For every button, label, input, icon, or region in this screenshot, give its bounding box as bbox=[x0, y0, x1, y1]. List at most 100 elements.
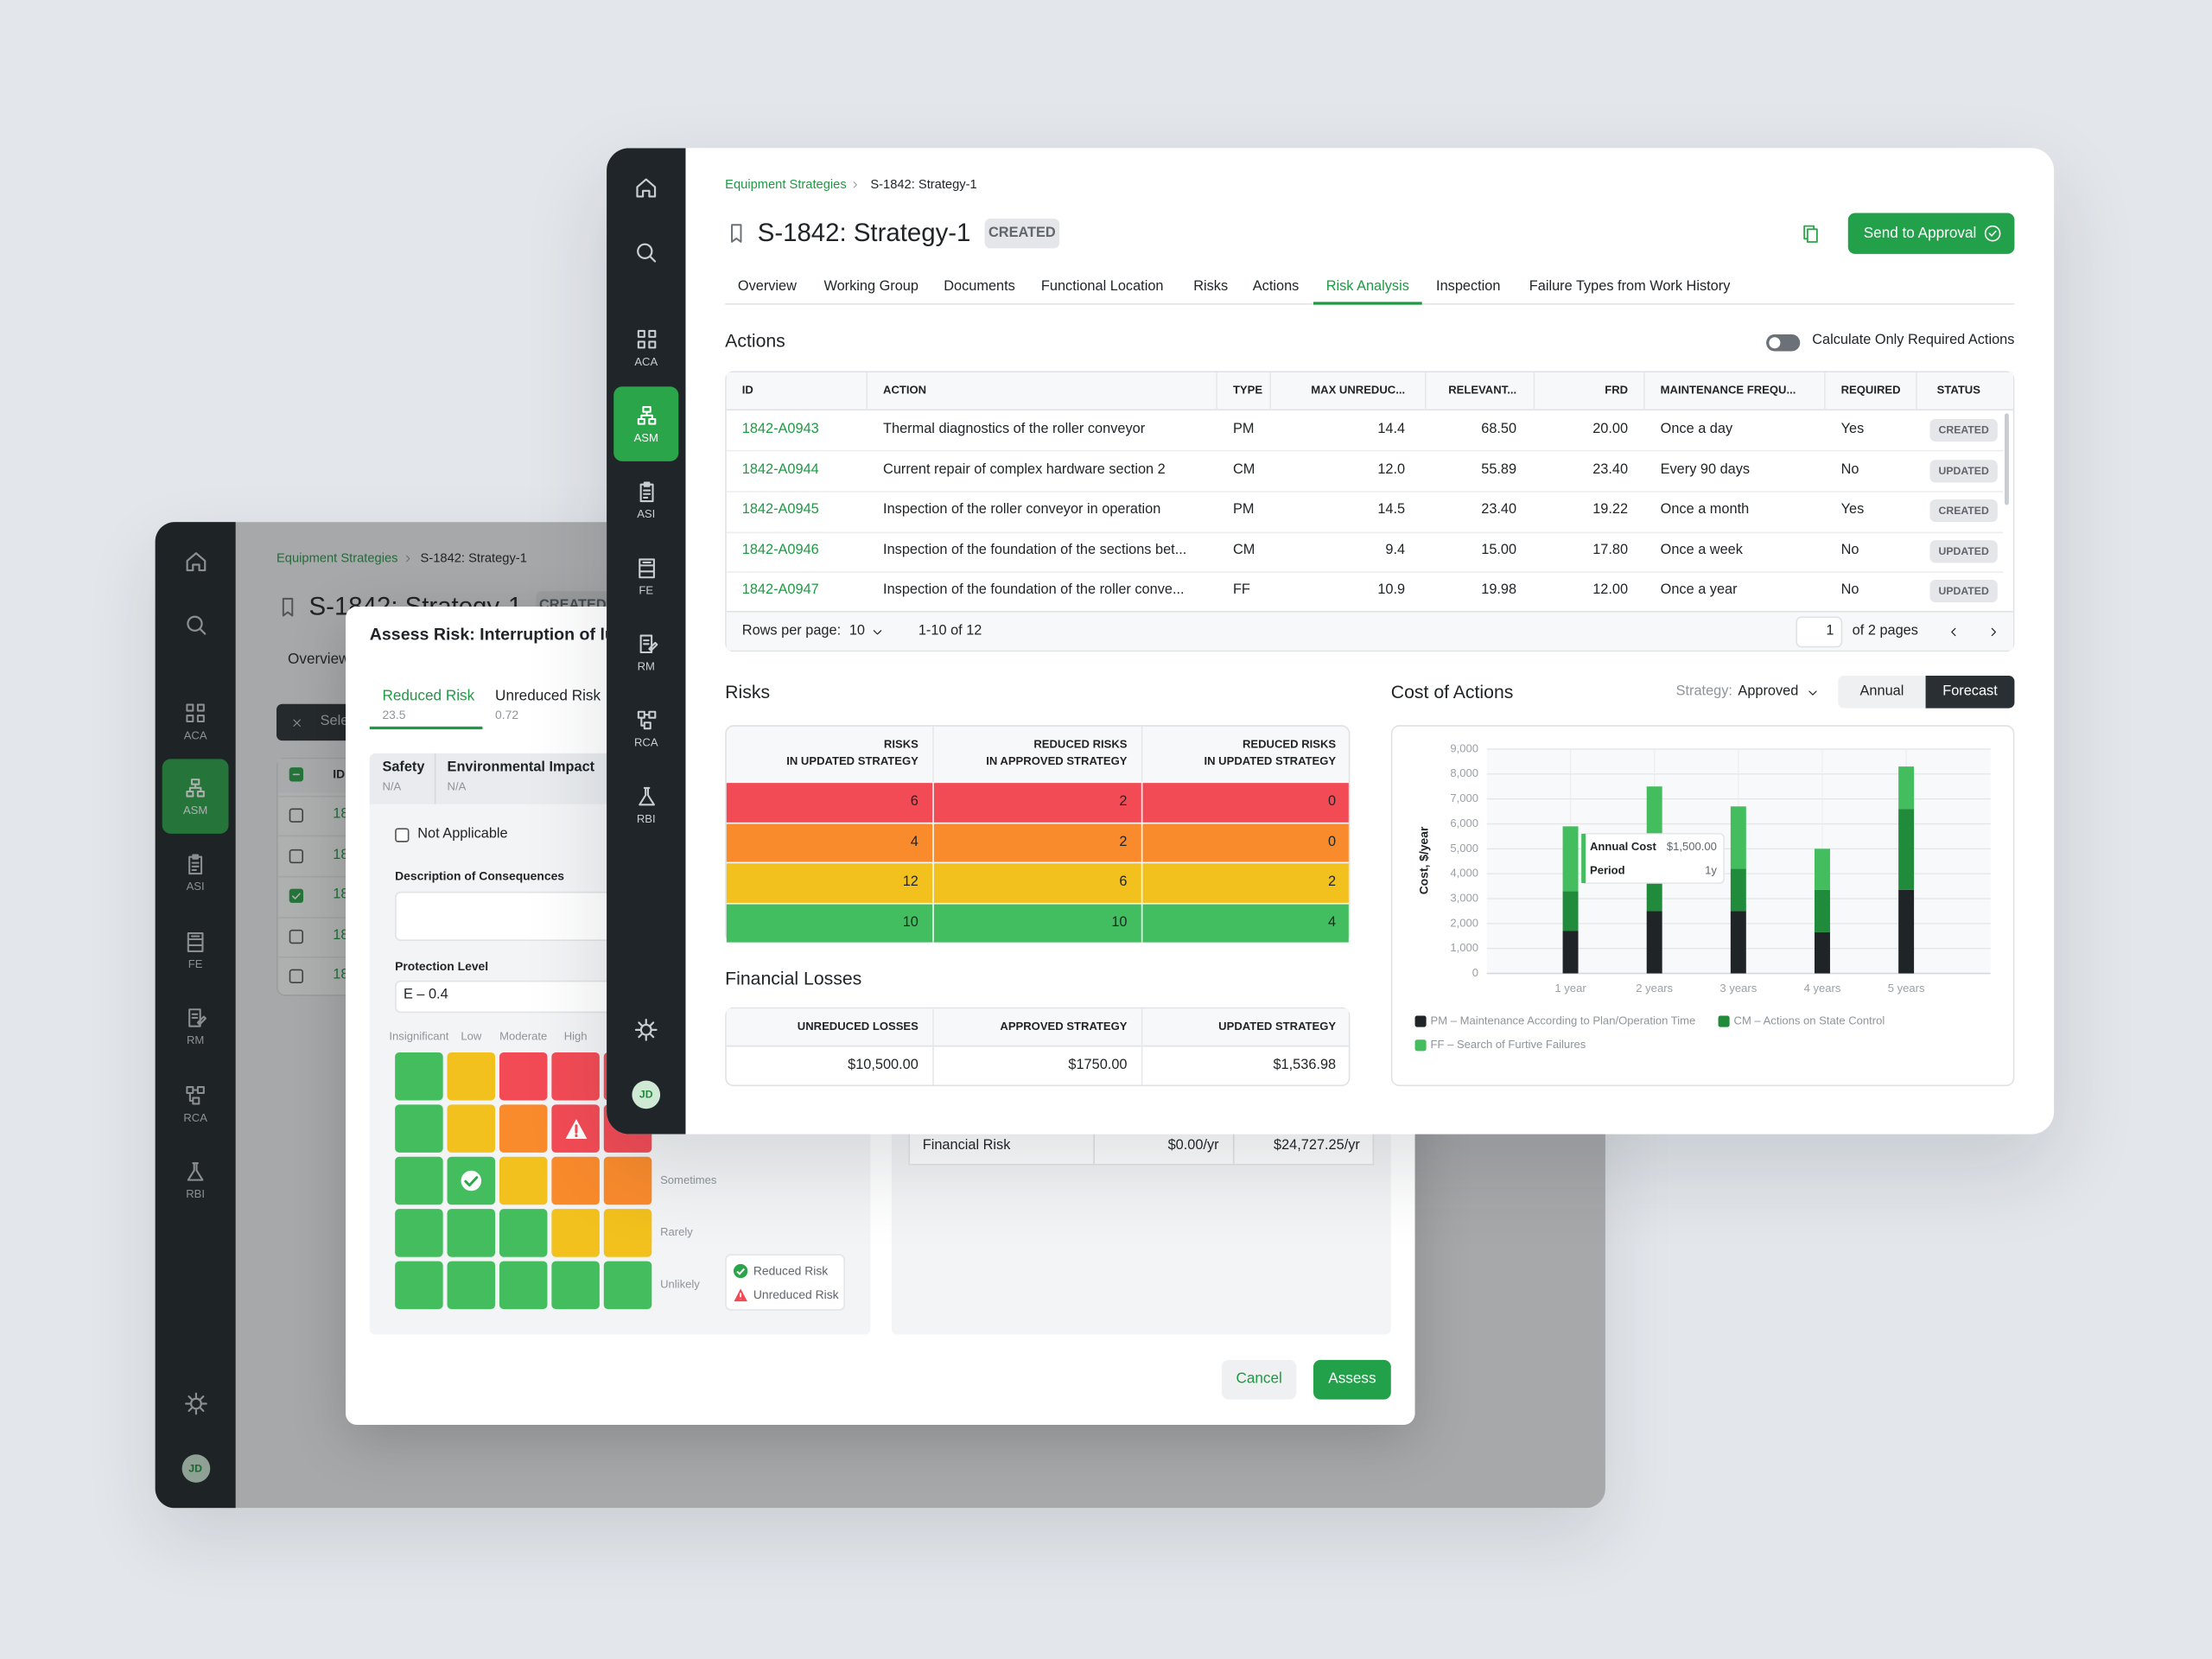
main-window: ACA ASM ASI FE RM RCA RBI JD Equipment Strategie… bbox=[607, 148, 2055, 1135]
status-text: CREATED bbox=[988, 225, 1056, 240]
icon-right bbox=[853, 181, 857, 188]
risk-count: 10 bbox=[902, 914, 918, 931]
modal-tab-value: 23.5 bbox=[382, 708, 406, 722]
mode-button[interactable] bbox=[1925, 676, 2015, 709]
nav-label: ASM bbox=[182, 804, 208, 817]
icon-rbi bbox=[638, 786, 655, 805]
icon-path bbox=[282, 597, 294, 617]
tab-underline bbox=[369, 726, 483, 730]
nav-label: ASI bbox=[637, 507, 656, 521]
tab[interactable]: Risk Analysis bbox=[1325, 278, 1409, 295]
tab[interactable]: Documents bbox=[944, 278, 1015, 295]
tooltip-value: $1,500.00 bbox=[1667, 840, 1717, 853]
row-id: 1842-A0947 bbox=[741, 582, 819, 599]
column-header: RISKS bbox=[883, 737, 918, 751]
icon-right[interactable] bbox=[1986, 625, 2000, 639]
risk-cell bbox=[1142, 823, 1349, 862]
y-tick-label: 8,000 bbox=[1450, 766, 1478, 779]
cell: 19.22 bbox=[1592, 502, 1629, 518]
nav-label: RM bbox=[186, 1033, 205, 1047]
cancel-button[interactable] bbox=[1221, 1359, 1297, 1400]
row-divider bbox=[726, 490, 2004, 493]
nav-label: ACA bbox=[183, 729, 207, 742]
icon-path bbox=[637, 709, 656, 729]
icon-gear bbox=[634, 1018, 658, 1041]
matrix-cell bbox=[499, 1052, 548, 1101]
cell: 20.00 bbox=[1592, 421, 1629, 437]
mode-button[interactable] bbox=[1838, 676, 1926, 709]
toggle-knob bbox=[1769, 337, 1781, 349]
tab: Overview bbox=[288, 651, 350, 668]
y-tick-label: 6,000 bbox=[1450, 817, 1478, 830]
legend-reduced-icon bbox=[733, 1263, 748, 1279]
cell: Yes bbox=[1840, 421, 1865, 437]
tab[interactable]: Actions bbox=[1252, 278, 1300, 295]
legend-swatch bbox=[1414, 1015, 1427, 1027]
tooltip-label: Period bbox=[1590, 864, 1625, 877]
icon-path bbox=[639, 633, 658, 653]
cell: PM bbox=[1232, 502, 1255, 518]
matrix-cell bbox=[551, 1156, 600, 1205]
section-title: Risks bbox=[725, 681, 771, 702]
column-header: REDUCED RISKS bbox=[1242, 737, 1337, 751]
risk-cell bbox=[726, 823, 933, 862]
tab[interactable]: Inspection bbox=[1436, 278, 1501, 295]
risk-cell bbox=[1142, 903, 1349, 943]
icon-bookmark bbox=[282, 597, 294, 617]
icon-aca bbox=[186, 702, 205, 722]
table-header bbox=[726, 1008, 1349, 1047]
legend-label: Unreduced Risk bbox=[753, 1287, 839, 1302]
bar-segment bbox=[1730, 868, 1746, 912]
matrix-cell bbox=[447, 1261, 496, 1310]
icon-aca bbox=[637, 329, 656, 348]
cell: Inspection of the roller conveyor in ope… bbox=[883, 502, 1161, 518]
approval-button[interactable] bbox=[1847, 213, 2015, 254]
footer-text: 1-10 of 12 bbox=[918, 623, 982, 639]
matrix-cell bbox=[499, 1261, 548, 1310]
bar-segment bbox=[1815, 849, 1830, 890]
icon-path bbox=[406, 555, 410, 563]
tooltip-value: 1y bbox=[1705, 864, 1717, 877]
icon-copy bbox=[1802, 224, 1817, 243]
risk-cell bbox=[1142, 783, 1349, 823]
icon-path bbox=[634, 1018, 658, 1041]
tab[interactable]: Working Group bbox=[823, 278, 918, 295]
tab[interactable]: Failure Types from Work History bbox=[1529, 278, 1731, 295]
bar-segment bbox=[1562, 891, 1579, 931]
footer-text: Rows per page: bbox=[741, 623, 842, 639]
matrix-cell bbox=[499, 1156, 548, 1205]
financial-risk-value: $0.00/yr bbox=[1167, 1138, 1219, 1154]
icon-path bbox=[637, 243, 657, 263]
matrix-row-label: Rarely bbox=[660, 1225, 693, 1239]
nav-label: FE bbox=[188, 957, 203, 971]
bar-segment bbox=[1646, 911, 1662, 974]
cell: CM bbox=[1232, 461, 1255, 478]
icon-path bbox=[292, 718, 301, 727]
row-divider bbox=[726, 531, 2004, 533]
status-badge bbox=[1929, 459, 1998, 482]
icon-path bbox=[186, 615, 206, 635]
icon-path bbox=[185, 552, 206, 572]
y-tick-label: 9,000 bbox=[1450, 741, 1478, 754]
category-divider bbox=[434, 753, 436, 804]
unreduced-marker bbox=[564, 1118, 587, 1139]
cell: Yes bbox=[1840, 502, 1865, 518]
nav-item-active bbox=[613, 386, 679, 461]
bar-segment bbox=[1898, 766, 1915, 810]
icon-left[interactable] bbox=[1947, 625, 1961, 639]
matrix-column-label: High bbox=[563, 1029, 588, 1043]
nav-label: RCA bbox=[633, 736, 658, 749]
matrix-cell bbox=[551, 1261, 600, 1310]
assess-button[interactable] bbox=[1313, 1359, 1391, 1400]
tab[interactable]: Functional Location bbox=[1040, 278, 1164, 295]
scrollbar bbox=[2005, 413, 2009, 505]
modal-tab-value: 0.72 bbox=[495, 708, 519, 722]
tab[interactable]: Overview bbox=[737, 278, 797, 295]
risk-count: 6 bbox=[1119, 874, 1128, 890]
row-id: 1842-A0946 bbox=[741, 542, 819, 558]
icon-path bbox=[1991, 627, 1997, 637]
y-tick-label: 1,000 bbox=[1450, 941, 1478, 954]
tab[interactable]: Risks bbox=[1193, 278, 1229, 295]
risk-count: 12 bbox=[902, 874, 918, 890]
loss-value: $10,500.00 bbox=[848, 1058, 918, 1074]
